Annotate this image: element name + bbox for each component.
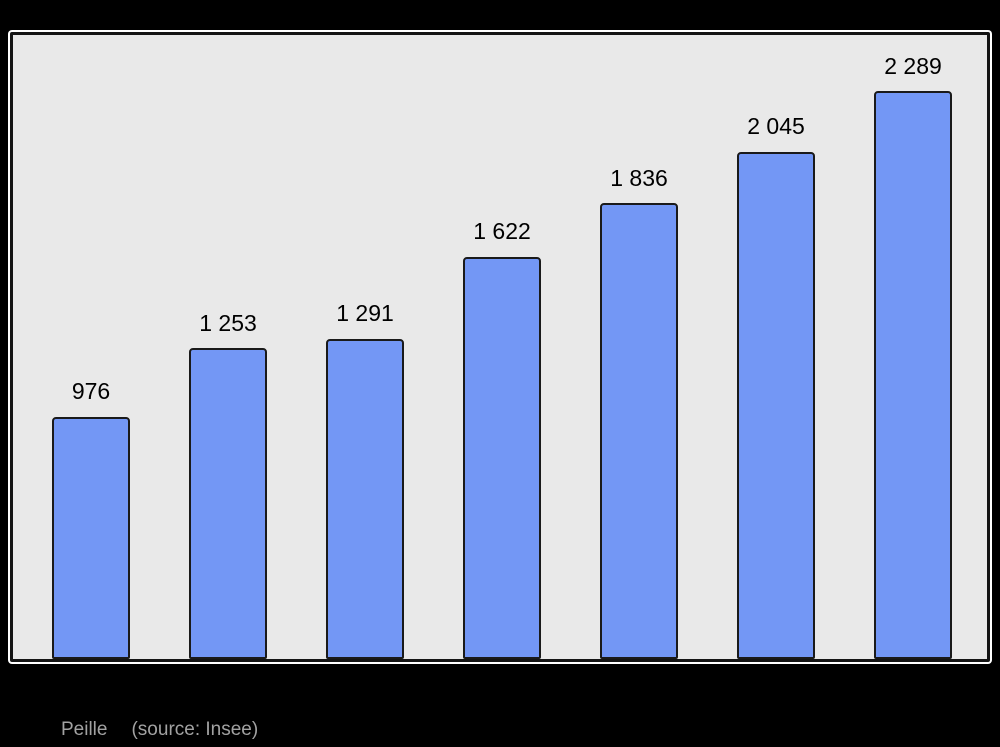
bar-group: 2 289: [874, 35, 952, 659]
bar-value-label: 1 253: [199, 309, 257, 336]
bar: [52, 416, 130, 659]
bar: [874, 91, 952, 659]
plot-area: 976 1 253 1 291 1 622 1 836 2 045 2 289: [10, 32, 990, 662]
bar-value-label: 1 291: [336, 300, 394, 327]
caption: Peille (source: Insee): [61, 719, 258, 741]
bar-group: 1 253: [189, 35, 267, 659]
bars-container: 976 1 253 1 291 1 622 1 836 2 045 2 289: [13, 35, 987, 659]
bar: [600, 203, 678, 659]
bar-group: 1 291: [326, 35, 404, 659]
bar-value-label: 2 045: [747, 113, 805, 140]
caption-commune: Peille: [61, 719, 108, 740]
bar: [737, 151, 815, 659]
bar-group: 1 836: [600, 35, 678, 659]
bar-group: 976: [52, 35, 130, 659]
bar-value-label: 2 289: [884, 52, 942, 79]
bar-group: 2 045: [737, 35, 815, 659]
bar-value-label: 976: [71, 378, 111, 405]
bar-value-label: 1 836: [610, 165, 668, 192]
bar-value-label: 1 622: [473, 218, 531, 245]
bar: [326, 338, 404, 659]
bar-group: 1 622: [463, 35, 541, 659]
bar: [189, 348, 267, 659]
caption-source: (source: Insee): [131, 719, 259, 740]
bar: [463, 256, 541, 659]
